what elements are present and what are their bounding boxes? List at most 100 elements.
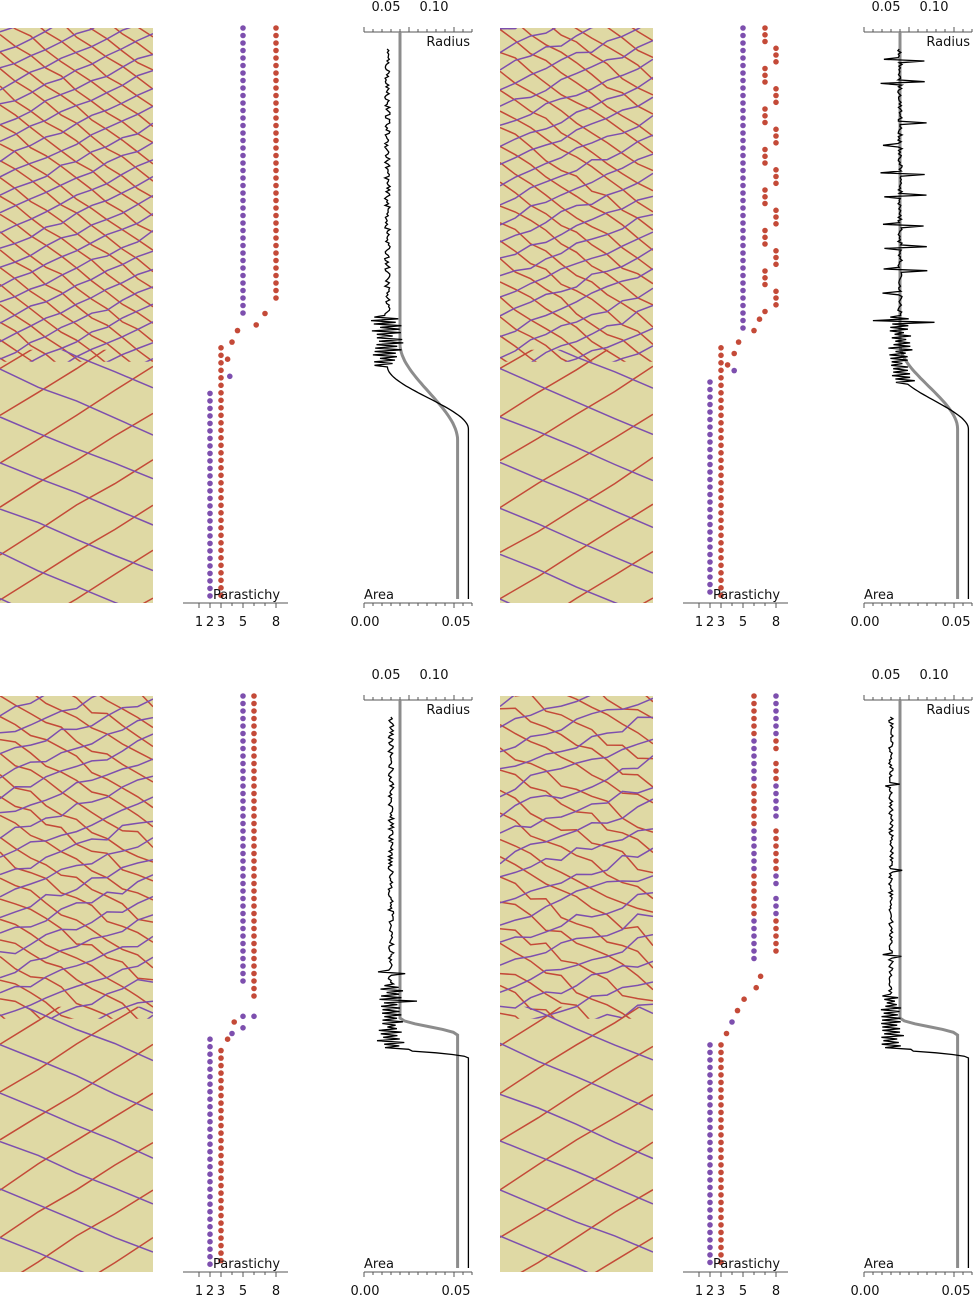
parastichy-point — [740, 25, 746, 31]
parastichy-point — [773, 805, 779, 812]
parastichy-point — [273, 70, 279, 76]
parastichy-point — [273, 167, 279, 174]
lattice-line — [594, 1236, 653, 1272]
parastichy-point — [218, 585, 224, 591]
parastichy-point — [762, 200, 768, 207]
parastichy-point — [218, 472, 224, 479]
parastichy-point — [757, 973, 764, 980]
parastichy-point — [273, 85, 279, 91]
lattice-line — [0, 1006, 141, 1093]
parastichy-point — [240, 167, 246, 174]
lattice-line — [0, 34, 153, 144]
parastichy-point — [253, 322, 259, 328]
parastichy-point — [740, 257, 746, 264]
panel-top-left: 1 2 3 5 8 Parastichy 0.05 0.10 Radius 0.00 0.05 Are… — [0, 0, 473, 630]
parastichy-point — [218, 1137, 224, 1144]
lattice-line — [0, 122, 153, 196]
parastichy-point — [740, 205, 746, 211]
parastichy-point — [773, 214, 779, 220]
parastichy-point — [273, 47, 279, 54]
parastichy-point — [718, 540, 724, 546]
parastichy-point — [207, 1186, 213, 1192]
parastichy-point — [740, 265, 746, 271]
parastichy-point — [273, 152, 279, 159]
lattice-line — [500, 58, 653, 127]
parastichy-point — [240, 100, 246, 106]
parastichy-point — [773, 918, 779, 924]
parastichy-point — [751, 730, 757, 737]
parastichy-point — [707, 1192, 713, 1198]
lattice-line — [564, 327, 653, 362]
parastichy-point — [251, 888, 257, 894]
parastichy-point — [718, 390, 724, 396]
lattice-line — [500, 972, 590, 1019]
lattice-lower — [500, 349, 653, 603]
parastichy-point — [751, 865, 757, 872]
lattice-line — [500, 707, 653, 788]
parastichy-point — [707, 416, 713, 423]
parastichy-point — [240, 205, 246, 211]
parastichy-point — [207, 1231, 213, 1237]
parastichy-point — [762, 38, 768, 45]
parastichy-point — [218, 397, 224, 404]
lattice-line — [0, 231, 153, 343]
lattice-line — [500, 697, 653, 753]
parastichy-point — [207, 585, 213, 592]
parastichy-point — [751, 850, 757, 857]
lattice-line — [500, 716, 653, 770]
parastichy-point — [240, 730, 246, 737]
parastichy-point — [762, 113, 768, 119]
radius-tick-label: 0.05 — [372, 0, 401, 15]
lattice-line — [500, 240, 653, 345]
parastichy-point — [707, 1184, 713, 1191]
lattice-line — [0, 28, 53, 53]
lattice-lines — [0, 0, 153, 603]
parastichy-point — [240, 903, 246, 909]
parastichy-point — [218, 1055, 224, 1061]
parastichy-point — [251, 903, 257, 909]
parastichy-point — [218, 457, 224, 464]
lattice-line — [0, 642, 153, 693]
radius-tick-label: 0.05 — [872, 0, 901, 15]
lattice-line — [0, 774, 153, 863]
parastichy-point — [240, 783, 246, 789]
parastichy-point — [707, 439, 713, 445]
lattice-line — [500, 1141, 653, 1239]
parastichy-point — [756, 316, 763, 323]
parastichy-point — [218, 1047, 224, 1054]
lattice-line — [607, 28, 653, 59]
parastichy-point — [751, 940, 757, 947]
lattice-line — [500, 0, 653, 14]
lattice-line — [500, 28, 653, 137]
parastichy-point — [740, 197, 746, 204]
parastichy-point — [251, 813, 257, 819]
parastichy-point — [273, 265, 279, 271]
lattice-line — [99, 696, 153, 729]
lattice-line — [500, 1006, 641, 1095]
parastichy-point — [240, 92, 246, 99]
parastichy-point — [751, 715, 757, 722]
parastichy-point — [218, 382, 224, 389]
lattice-line — [0, 0, 153, 17]
lattice-line — [0, 368, 153, 436]
parastichy-axis-title: Parastichy — [213, 1257, 280, 1272]
parastichy-point — [773, 288, 779, 295]
lattice-line — [500, 70, 653, 172]
parastichy-point — [207, 480, 213, 487]
parastichy-point — [240, 115, 246, 121]
parastichy-point — [234, 327, 241, 334]
lattice-line — [0, 698, 153, 755]
lattice-line — [0, 1141, 153, 1239]
parastichy-point — [273, 257, 279, 264]
parastichy-point — [773, 910, 779, 917]
parastichy-point — [718, 570, 724, 576]
lattice-line — [514, 696, 653, 760]
parastichy-point — [251, 970, 257, 977]
parastichy-point — [751, 888, 757, 894]
parastichy-tick-label: 5 — [239, 615, 247, 630]
lattice-line — [0, 195, 153, 308]
radius-tick-label: 0.05 — [872, 668, 901, 683]
parastichy-point — [273, 205, 279, 211]
radius-tick-label: 0.05 — [372, 668, 401, 683]
parastichy-point — [207, 1043, 213, 1050]
